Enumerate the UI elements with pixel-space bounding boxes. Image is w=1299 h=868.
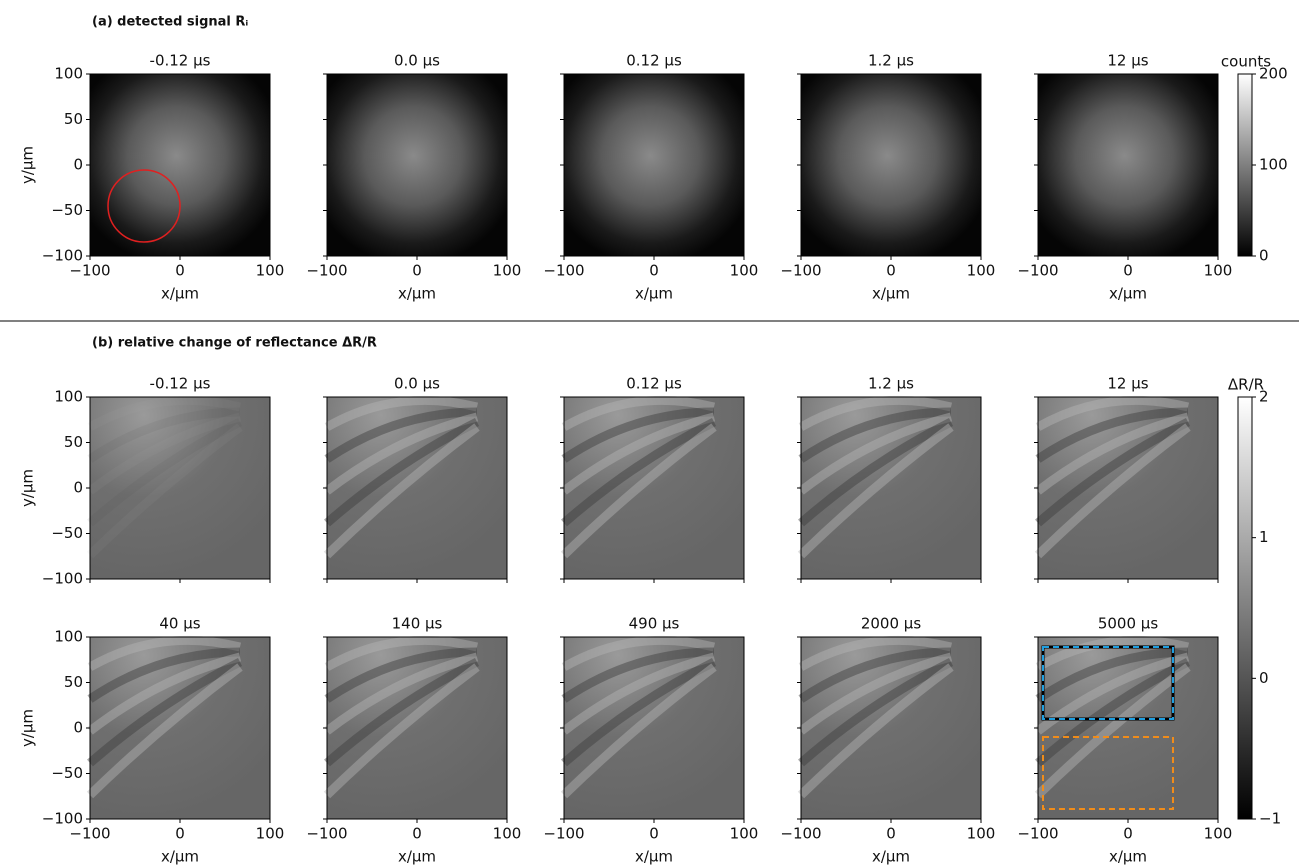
x-axis-label: x/µm xyxy=(1109,285,1147,303)
panel-title: 2000 µs xyxy=(861,615,921,633)
colorbar-tick-label: 100 xyxy=(1259,156,1288,174)
image xyxy=(327,74,507,256)
y-tick-label: 100 xyxy=(54,388,83,406)
image xyxy=(327,397,507,579)
panel-title: -0.12 µs xyxy=(150,52,211,70)
x-tick-label: 100 xyxy=(967,262,996,280)
y-tick-label: −50 xyxy=(51,764,83,782)
x-tick-label: −100 xyxy=(543,262,584,280)
image xyxy=(564,397,744,579)
x-tick-label: −100 xyxy=(306,262,347,280)
y-tick-label: −100 xyxy=(42,247,83,265)
x-tick-label: 100 xyxy=(493,262,522,280)
y-tick-label: 50 xyxy=(64,673,83,691)
x-tick-label: 0 xyxy=(175,262,185,280)
x-tick-label: −100 xyxy=(543,825,584,843)
x-tick-label: −100 xyxy=(306,825,347,843)
x-tick-label: −100 xyxy=(1017,825,1058,843)
x-tick-label: 100 xyxy=(1204,262,1233,280)
x-axis-label: x/µm xyxy=(635,848,673,866)
x-tick-label: 100 xyxy=(256,825,285,843)
panel-title: 0.12 µs xyxy=(626,375,682,393)
x-axis-label: x/µm xyxy=(872,285,910,303)
x-tick-label: 0 xyxy=(412,825,422,843)
x-axis-label: x/µm xyxy=(398,848,436,866)
panel-title: 1.2 µs xyxy=(868,52,914,70)
y-tick-label: 100 xyxy=(54,65,83,83)
panel-title: 140 µs xyxy=(392,615,443,633)
panel-title: 12 µs xyxy=(1107,52,1148,70)
panel-title: 5000 µs xyxy=(1098,615,1158,633)
figure: (a) detected signal Rᵢ (b) relative chan… xyxy=(0,0,1299,868)
x-tick-label: 100 xyxy=(493,825,522,843)
colorbar-tick-label: 200 xyxy=(1259,65,1288,83)
image xyxy=(1038,397,1218,579)
colorbar xyxy=(1238,74,1252,256)
x-tick-label: 100 xyxy=(1204,825,1233,843)
y-tick-label: 50 xyxy=(64,110,83,128)
image xyxy=(90,637,270,819)
x-tick-label: 0 xyxy=(1123,262,1133,280)
panel-title: 40 µs xyxy=(159,615,200,633)
image xyxy=(327,637,507,819)
y-tick-label: −100 xyxy=(42,810,83,828)
x-tick-label: 0 xyxy=(175,825,185,843)
y-tick-label: −100 xyxy=(42,570,83,588)
x-tick-label: 0 xyxy=(1123,825,1133,843)
y-tick-label: 50 xyxy=(64,433,83,451)
y-tick-label: −50 xyxy=(51,201,83,219)
x-axis-label: x/µm xyxy=(1109,848,1147,866)
y-tick-label: 0 xyxy=(73,156,83,174)
image xyxy=(564,74,744,256)
panel-title: 12 µs xyxy=(1107,375,1148,393)
x-tick-label: 100 xyxy=(256,262,285,280)
colorbar-tick-label: 2 xyxy=(1259,388,1269,406)
x-tick-label: 100 xyxy=(730,262,759,280)
x-axis-label: x/µm xyxy=(161,848,199,866)
section-title: (a) detected signal Rᵢ xyxy=(92,15,248,30)
colorbar-tick-label: 1 xyxy=(1259,528,1269,546)
x-axis-label: x/µm xyxy=(398,285,436,303)
y-axis-label: y/µm xyxy=(19,469,37,507)
image xyxy=(801,74,981,256)
image xyxy=(1038,74,1218,256)
x-tick-label: −100 xyxy=(1017,262,1058,280)
image xyxy=(564,637,744,819)
x-tick-label: 0 xyxy=(886,262,896,280)
colorbar-tick-label: −1 xyxy=(1259,810,1281,828)
panel-title: -0.12 µs xyxy=(150,375,211,393)
y-tick-label: −50 xyxy=(51,524,83,542)
x-tick-label: −100 xyxy=(780,825,821,843)
y-axis-label: y/µm xyxy=(19,709,37,747)
x-axis-label: x/µm xyxy=(161,285,199,303)
x-tick-label: −100 xyxy=(780,262,821,280)
image xyxy=(801,637,981,819)
x-tick-label: 0 xyxy=(886,825,896,843)
panel-title: 490 µs xyxy=(629,615,680,633)
y-tick-label: 100 xyxy=(54,628,83,646)
image xyxy=(1038,637,1218,819)
colorbar-tick-label: 0 xyxy=(1259,247,1269,265)
panel-title: 0.12 µs xyxy=(626,52,682,70)
panel-title: 1.2 µs xyxy=(868,375,914,393)
panel-title: 0.0 µs xyxy=(394,52,440,70)
colorbar-tick-label: 0 xyxy=(1259,669,1269,687)
image xyxy=(801,397,981,579)
x-tick-label: 100 xyxy=(967,825,996,843)
x-tick-label: 0 xyxy=(649,825,659,843)
colorbar xyxy=(1238,397,1252,819)
x-tick-label: 0 xyxy=(412,262,422,280)
x-axis-label: x/µm xyxy=(635,285,673,303)
section-title: (b) relative change of reflectance ΔR/R xyxy=(92,336,377,351)
y-tick-label: 0 xyxy=(73,719,83,737)
x-tick-label: 100 xyxy=(730,825,759,843)
image xyxy=(90,397,270,579)
x-axis-label: x/µm xyxy=(872,848,910,866)
x-tick-label: 0 xyxy=(649,262,659,280)
y-tick-label: 0 xyxy=(73,479,83,497)
y-axis-label: y/µm xyxy=(19,146,37,184)
panel-title: 0.0 µs xyxy=(394,375,440,393)
